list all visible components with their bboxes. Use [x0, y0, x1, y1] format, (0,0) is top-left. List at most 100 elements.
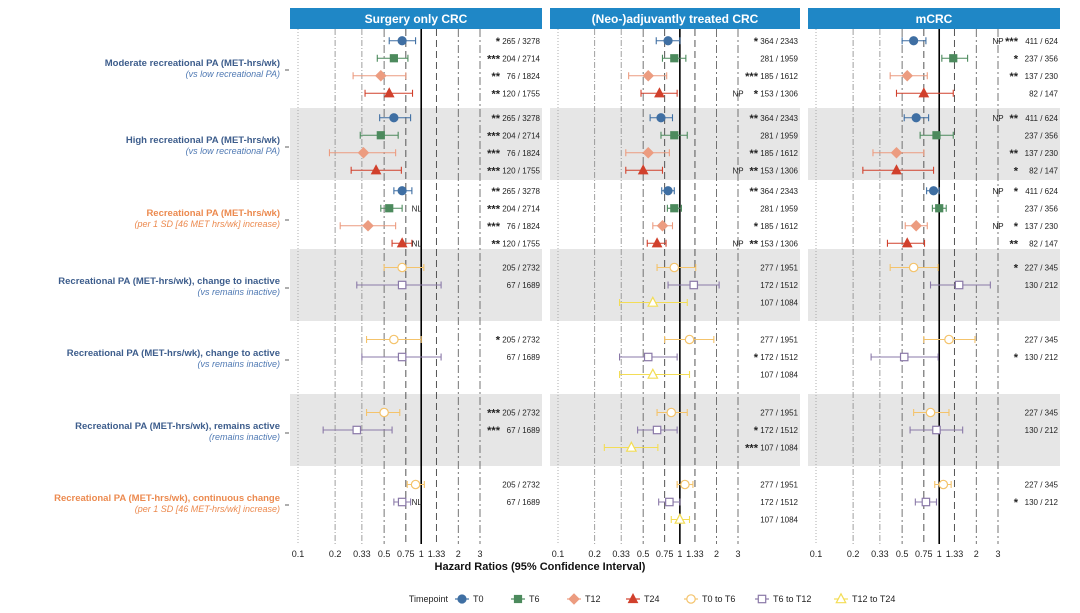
event-count: 185 / 1612 — [760, 149, 798, 158]
significance-stars: ** — [1009, 113, 1018, 125]
point-estimate — [663, 186, 673, 196]
significance-stars: *** — [487, 203, 501, 215]
significance-stars: ** — [1009, 71, 1018, 83]
x-tick-label: 2 — [974, 549, 979, 559]
event-count: 227 / 345 — [1025, 409, 1059, 418]
point-estimate — [397, 280, 407, 290]
event-count: 281 / 1959 — [760, 131, 798, 140]
event-count: 153 / 1306 — [760, 89, 798, 98]
x-tick-label: 3 — [477, 549, 482, 559]
np-nl-flag: NP — [992, 187, 1003, 196]
point-estimate — [954, 280, 964, 290]
event-count: 204 / 2714 — [502, 131, 540, 140]
event-count: 76 / 1824 — [507, 72, 541, 81]
point-estimate — [909, 36, 919, 46]
event-count: 172 / 1512 — [760, 353, 798, 362]
significance-stars: *** — [487, 130, 501, 142]
point-estimate — [397, 352, 407, 362]
panel-title: Surgery only CRC — [365, 12, 468, 26]
legend-label: T12 to T24 — [852, 594, 895, 604]
point-estimate — [642, 69, 654, 82]
event-count: 237 / 356 — [1025, 131, 1059, 140]
point-estimate — [647, 368, 659, 379]
point-estimate — [684, 334, 695, 345]
row-label: High recreational PA (MET-hrs/wk) — [126, 135, 280, 146]
event-count: 411 / 624 — [1025, 187, 1058, 196]
significance-stars: * — [1014, 221, 1019, 233]
np-nl-flag: NP — [992, 114, 1003, 123]
event-count: 265 / 3278 — [502, 114, 540, 123]
np-nl-flag: NP — [992, 222, 1003, 231]
event-count: 277 / 1951 — [760, 336, 798, 345]
point-estimate — [670, 54, 679, 63]
x-tick-label: 1 — [419, 549, 424, 559]
row-label: Recreational PA (MET-hrs/wk), remains ac… — [75, 421, 280, 432]
point-estimate — [935, 204, 944, 213]
row-label: Recreational PA (MET-hrs/wk), continuous… — [54, 493, 280, 504]
row-sublabel: (vs remains inactive) — [197, 287, 280, 297]
event-count: 67 / 1689 — [507, 281, 541, 290]
event-count: 82 / 147 — [1029, 239, 1058, 248]
legend-label: T24 — [644, 594, 660, 604]
significance-stars: * — [1014, 53, 1019, 65]
point-estimate — [669, 262, 680, 273]
event-count: 137 / 230 — [1025, 72, 1059, 81]
panel-header — [290, 8, 542, 29]
point-estimate — [385, 204, 394, 213]
point-estimate — [357, 146, 370, 159]
x-tick-label: 1 — [937, 549, 942, 559]
significance-stars: * — [496, 335, 501, 347]
significance-stars: *** — [487, 165, 501, 177]
event-count: 411 / 624 — [1025, 114, 1058, 123]
row-label: Recreational PA (MET-hrs/wk), change to … — [58, 276, 280, 287]
point-estimate — [376, 131, 385, 140]
significance-stars: *** — [487, 425, 501, 437]
event-count: 137 / 230 — [1025, 149, 1059, 158]
point-estimate — [654, 87, 665, 98]
point-estimate — [656, 113, 666, 123]
x-tick-label: 1.33 — [428, 549, 446, 559]
event-count: 237 / 356 — [1025, 204, 1059, 213]
event-count: 107 / 1084 — [760, 444, 798, 453]
row-sublabel: (per 1 SD [46 MET-hrs/wk] increase) — [135, 504, 280, 514]
event-count: 205 / 2732 — [502, 409, 540, 418]
point-estimate — [670, 131, 679, 140]
point-estimate — [938, 479, 949, 490]
significance-stars: *** — [487, 221, 501, 233]
significance-stars: ** — [491, 113, 500, 125]
x-tick-label: 0.1 — [552, 549, 565, 559]
point-estimate — [925, 407, 936, 418]
event-count: 205 / 2732 — [502, 336, 540, 345]
point-estimate — [928, 186, 939, 196]
event-count: 120 / 1755 — [502, 89, 540, 98]
point-estimate — [891, 164, 902, 175]
event-count: 137 / 230 — [1025, 222, 1059, 231]
significance-stars: ** — [491, 88, 500, 100]
legend-key — [686, 594, 696, 604]
point-estimate — [656, 219, 669, 232]
point-estimate — [899, 352, 909, 362]
x-tick-label: 0.33 — [871, 549, 889, 559]
x-tick-label: 0.2 — [588, 549, 601, 559]
point-estimate — [670, 204, 679, 213]
significance-stars: * — [754, 352, 759, 364]
point-estimate — [890, 146, 903, 159]
point-estimate — [651, 237, 663, 248]
event-count: 265 / 3278 — [502, 187, 540, 196]
point-estimate — [949, 54, 958, 63]
legend-key — [627, 592, 639, 604]
point-estimate — [901, 237, 913, 248]
point-estimate — [397, 497, 407, 507]
point-estimate — [932, 425, 941, 435]
point-estimate — [397, 186, 407, 196]
point-estimate — [911, 113, 921, 123]
legend-label: T0 to T6 — [702, 594, 735, 604]
event-count: 120 / 1755 — [502, 239, 540, 248]
x-tick-label: 0.1 — [292, 549, 305, 559]
point-estimate — [383, 87, 395, 98]
x-tick-label: 0.75 — [397, 549, 415, 559]
event-count: 277 / 1951 — [760, 481, 798, 490]
event-count: 227 / 345 — [1025, 481, 1059, 490]
event-count: 364 / 2343 — [760, 114, 798, 123]
